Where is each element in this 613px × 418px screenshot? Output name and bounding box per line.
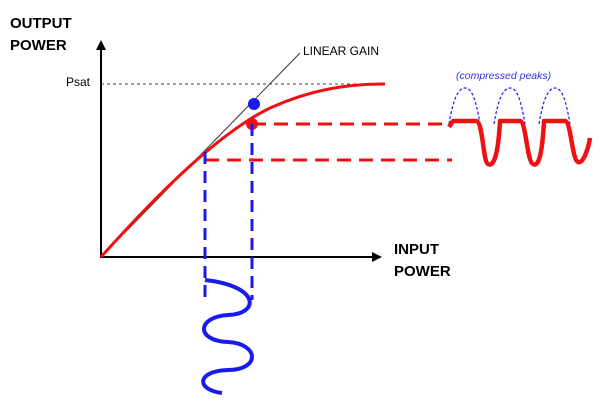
input-sine-wave	[201, 278, 254, 395]
psat-label: Psat	[66, 75, 91, 89]
linear-gain-label: LINEAR GAIN	[303, 44, 379, 58]
compressed-peak-1	[448, 87, 481, 125]
compressed-peaks-label: (compressed peaks)	[456, 70, 551, 82]
x-axis-label-line2: POWER	[394, 263, 451, 280]
linear-gain-point	[248, 98, 260, 110]
compressed-peak-2	[493, 87, 526, 125]
y-axis-label-line2: POWER	[10, 37, 67, 54]
x-axis-label-line1: INPUT	[394, 241, 439, 258]
output-clipped-wave	[447, 118, 593, 167]
y-axis-label-line1: OUTPUT	[10, 15, 72, 32]
compressed-peak-3	[538, 87, 571, 125]
compression-curve	[99, 82, 386, 259]
